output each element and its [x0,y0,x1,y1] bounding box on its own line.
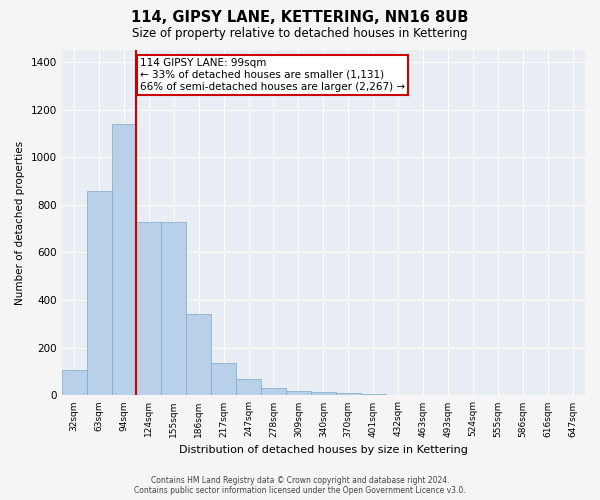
Bar [186,314,211,396]
Bar [286,390,311,396]
Bar [336,393,361,396]
Text: Contains HM Land Registry data © Crown copyright and database right 2024.
Contai: Contains HM Land Registry data © Crown c… [134,476,466,495]
Bar [361,394,386,396]
Bar [236,379,261,396]
Bar [86,190,112,396]
Bar [261,388,286,396]
Y-axis label: Number of detached properties: Number of detached properties [15,140,25,305]
Bar [161,222,186,396]
Bar [62,370,86,396]
X-axis label: Distribution of detached houses by size in Kettering: Distribution of detached houses by size … [179,445,468,455]
Bar [136,222,161,396]
Bar [112,124,136,396]
Text: Size of property relative to detached houses in Kettering: Size of property relative to detached ho… [132,28,468,40]
Bar [311,392,336,396]
Bar [211,364,236,396]
Text: 114, GIPSY LANE, KETTERING, NN16 8UB: 114, GIPSY LANE, KETTERING, NN16 8UB [131,10,469,25]
Text: 114 GIPSY LANE: 99sqm
← 33% of detached houses are smaller (1,131)
66% of semi-d: 114 GIPSY LANE: 99sqm ← 33% of detached … [140,58,405,92]
